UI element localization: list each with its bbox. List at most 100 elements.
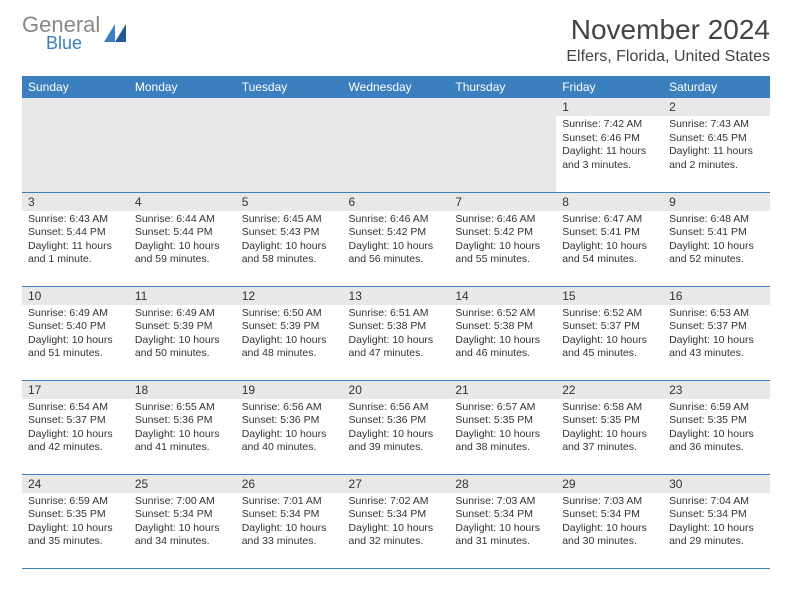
calendar-page: General Blue November 2024 Elfers, Flori… — [0, 0, 792, 579]
calendar-cell: 26Sunrise: 7:01 AMSunset: 5:34 PMDayligh… — [236, 474, 343, 568]
daylight-text: Daylight: 10 hours and 48 minutes. — [242, 334, 337, 361]
day-number: 16 — [663, 287, 770, 305]
day-body: Sunrise: 6:54 AMSunset: 5:37 PMDaylight:… — [22, 399, 129, 460]
calendar-cell: 15Sunrise: 6:52 AMSunset: 5:37 PMDayligh… — [556, 286, 663, 380]
sunset-text: Sunset: 5:34 PM — [455, 508, 550, 522]
daylight-text: Daylight: 10 hours and 32 minutes. — [349, 522, 444, 549]
day-body: Sunrise: 6:58 AMSunset: 5:35 PMDaylight:… — [556, 399, 663, 460]
day-number: 22 — [556, 381, 663, 399]
calendar-cell — [129, 98, 236, 192]
day-body: Sunrise: 6:51 AMSunset: 5:38 PMDaylight:… — [343, 305, 450, 366]
daylight-text: Daylight: 10 hours and 39 minutes. — [349, 428, 444, 455]
sunset-text: Sunset: 5:38 PM — [455, 320, 550, 334]
sunset-text: Sunset: 5:34 PM — [669, 508, 764, 522]
sunset-text: Sunset: 5:34 PM — [135, 508, 230, 522]
daylight-text: Daylight: 10 hours and 34 minutes. — [135, 522, 230, 549]
daylight-text: Daylight: 11 hours and 3 minutes. — [562, 145, 657, 172]
sunset-text: Sunset: 5:34 PM — [562, 508, 657, 522]
dow-saturday: Saturday — [663, 76, 770, 98]
day-body: Sunrise: 6:57 AMSunset: 5:35 PMDaylight:… — [449, 399, 556, 460]
day-number: 26 — [236, 475, 343, 493]
day-body: Sunrise: 6:56 AMSunset: 5:36 PMDaylight:… — [236, 399, 343, 460]
month-title: November 2024 — [566, 14, 770, 46]
calendar-cell — [343, 98, 450, 192]
daylight-text: Daylight: 10 hours and 50 minutes. — [135, 334, 230, 361]
daylight-text: Daylight: 10 hours and 55 minutes. — [455, 240, 550, 267]
day-body: Sunrise: 6:49 AMSunset: 5:40 PMDaylight:… — [22, 305, 129, 366]
daylight-text: Daylight: 10 hours and 33 minutes. — [242, 522, 337, 549]
daylight-text: Daylight: 10 hours and 31 minutes. — [455, 522, 550, 549]
sunset-text: Sunset: 5:39 PM — [242, 320, 337, 334]
sunset-text: Sunset: 5:36 PM — [349, 414, 444, 428]
sunrise-text: Sunrise: 6:52 AM — [562, 307, 657, 321]
day-body: Sunrise: 7:03 AMSunset: 5:34 PMDaylight:… — [449, 493, 556, 554]
calendar-cell — [449, 98, 556, 192]
calendar-cell: 12Sunrise: 6:50 AMSunset: 5:39 PMDayligh… — [236, 286, 343, 380]
day-number: 8 — [556, 193, 663, 211]
day-number: 7 — [449, 193, 556, 211]
day-body: Sunrise: 7:03 AMSunset: 5:34 PMDaylight:… — [556, 493, 663, 554]
calendar-cell: 3Sunrise: 6:43 AMSunset: 5:44 PMDaylight… — [22, 192, 129, 286]
calendar-week: 3Sunrise: 6:43 AMSunset: 5:44 PMDaylight… — [22, 192, 770, 286]
sunrise-text: Sunrise: 7:03 AM — [455, 495, 550, 509]
daylight-text: Daylight: 10 hours and 30 minutes. — [562, 522, 657, 549]
daylight-text: Daylight: 10 hours and 47 minutes. — [349, 334, 444, 361]
sunrise-text: Sunrise: 6:50 AM — [242, 307, 337, 321]
brand-mark-icon — [104, 24, 126, 42]
sunset-text: Sunset: 5:44 PM — [135, 226, 230, 240]
sunrise-text: Sunrise: 7:43 AM — [669, 118, 764, 132]
daylight-text: Daylight: 10 hours and 54 minutes. — [562, 240, 657, 267]
location: Elfers, Florida, United States — [566, 48, 770, 66]
calendar-cell: 7Sunrise: 6:46 AMSunset: 5:42 PMDaylight… — [449, 192, 556, 286]
daylight-text: Daylight: 11 hours and 2 minutes. — [669, 145, 764, 172]
day-number: 10 — [22, 287, 129, 305]
sunrise-text: Sunrise: 6:52 AM — [455, 307, 550, 321]
calendar-cell: 23Sunrise: 6:59 AMSunset: 5:35 PMDayligh… — [663, 380, 770, 474]
day-number: 1 — [556, 98, 663, 116]
day-number: 29 — [556, 475, 663, 493]
day-body: Sunrise: 6:44 AMSunset: 5:44 PMDaylight:… — [129, 211, 236, 272]
sunrise-text: Sunrise: 6:55 AM — [135, 401, 230, 415]
day-body: Sunrise: 6:55 AMSunset: 5:36 PMDaylight:… — [129, 399, 236, 460]
calendar-cell: 2Sunrise: 7:43 AMSunset: 6:45 PMDaylight… — [663, 98, 770, 192]
brand-logo: General Blue — [22, 14, 126, 52]
calendar-cell: 11Sunrise: 6:49 AMSunset: 5:39 PMDayligh… — [129, 286, 236, 380]
day-number: 15 — [556, 287, 663, 305]
daylight-text: Daylight: 10 hours and 40 minutes. — [242, 428, 337, 455]
day-body: Sunrise: 6:46 AMSunset: 5:42 PMDaylight:… — [449, 211, 556, 272]
sunset-text: Sunset: 5:34 PM — [242, 508, 337, 522]
day-number: 28 — [449, 475, 556, 493]
day-body: Sunrise: 6:43 AMSunset: 5:44 PMDaylight:… — [22, 211, 129, 272]
sunset-text: Sunset: 5:35 PM — [455, 414, 550, 428]
daylight-text: Daylight: 10 hours and 42 minutes. — [28, 428, 123, 455]
daylight-text: Daylight: 10 hours and 51 minutes. — [28, 334, 123, 361]
day-body: Sunrise: 6:59 AMSunset: 5:35 PMDaylight:… — [22, 493, 129, 554]
dow-friday: Friday — [556, 76, 663, 98]
calendar-cell: 16Sunrise: 6:53 AMSunset: 5:37 PMDayligh… — [663, 286, 770, 380]
sunrise-text: Sunrise: 7:42 AM — [562, 118, 657, 132]
calendar-cell: 1 Sunrise: 7:42 AMSunset: 6:46 PMDaylight… — [556, 98, 663, 192]
sunset-text: Sunset: 5:42 PM — [349, 226, 444, 240]
calendar-table: Sunday Monday Tuesday Wednesday Thursday… — [22, 76, 770, 569]
day-number: 3 — [22, 193, 129, 211]
daylight-text: Daylight: 10 hours and 43 minutes. — [669, 334, 764, 361]
sunset-text: Sunset: 5:34 PM — [349, 508, 444, 522]
day-body: Sunrise: 7:00 AMSunset: 5:34 PMDaylight:… — [129, 493, 236, 554]
sunset-text: Sunset: 6:46 PM — [562, 132, 657, 146]
calendar-cell: 9Sunrise: 6:48 AMSunset: 5:41 PMDaylight… — [663, 192, 770, 286]
daylight-text: Daylight: 10 hours and 52 minutes. — [669, 240, 764, 267]
sunrise-text: Sunrise: 6:47 AM — [562, 213, 657, 227]
calendar-cell: 14Sunrise: 6:52 AMSunset: 5:38 PMDayligh… — [449, 286, 556, 380]
day-body: Sunrise: 7:04 AMSunset: 5:34 PMDaylight:… — [663, 493, 770, 554]
day-number: 20 — [343, 381, 450, 399]
day-body: Sunrise: 6:52 AMSunset: 5:38 PMDaylight:… — [449, 305, 556, 366]
day-body: Sunrise: 6:49 AMSunset: 5:39 PMDaylight:… — [129, 305, 236, 366]
dow-tuesday: Tuesday — [236, 76, 343, 98]
calendar-cell: 22Sunrise: 6:58 AMSunset: 5:35 PMDayligh… — [556, 380, 663, 474]
calendar-cell: 27Sunrise: 7:02 AMSunset: 5:34 PMDayligh… — [343, 474, 450, 568]
sunrise-text: Sunrise: 6:59 AM — [669, 401, 764, 415]
sunset-text: Sunset: 5:42 PM — [455, 226, 550, 240]
dow-thursday: Thursday — [449, 76, 556, 98]
day-number: 17 — [22, 381, 129, 399]
day-body: Sunrise: 6:47 AMSunset: 5:41 PMDaylight:… — [556, 211, 663, 272]
